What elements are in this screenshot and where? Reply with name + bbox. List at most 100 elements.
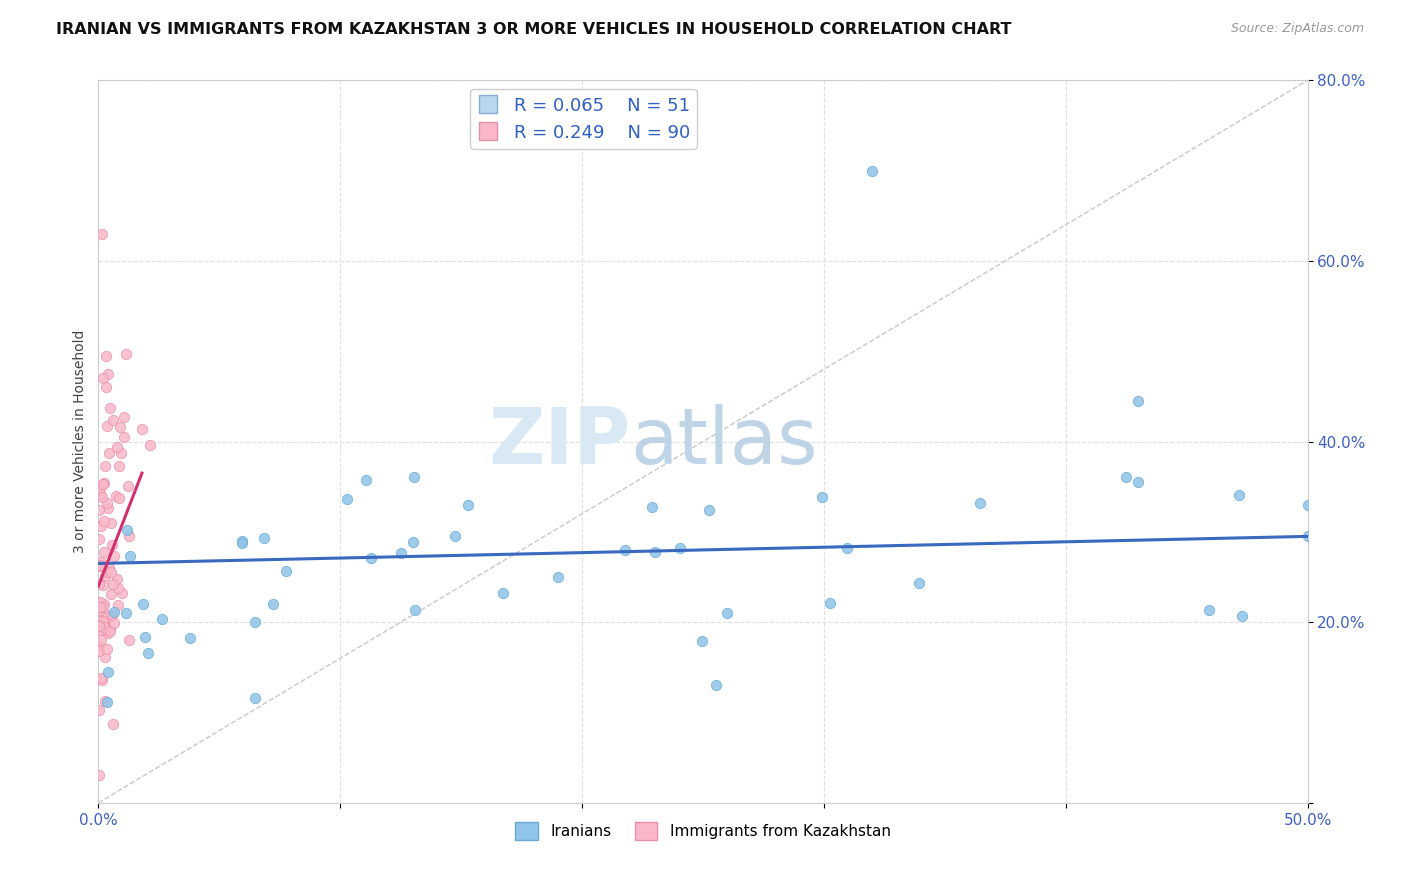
- Point: [641, 500, 664, 514]
- Y-axis label: 3 or more Vehicles in Household: 3 or more Vehicles in Household: [73, 330, 87, 553]
- Point: [91, 600, 114, 615]
- Point: [90, 672, 112, 686]
- Point: [94, 694, 117, 708]
- Point: [112, 430, 135, 444]
- Point: [94, 349, 117, 363]
- Point: [89, 488, 111, 502]
- Point: [105, 489, 128, 503]
- Point: [89, 558, 111, 573]
- Point: [93, 459, 115, 474]
- Point: [1230, 609, 1253, 624]
- Point: [404, 603, 426, 617]
- Point: [93, 544, 115, 558]
- Text: atlas: atlas: [630, 403, 818, 480]
- Point: [969, 496, 991, 510]
- Point: [96, 641, 118, 656]
- Point: [132, 598, 155, 612]
- Point: [697, 503, 720, 517]
- Point: [96, 695, 118, 709]
- Point: [690, 633, 713, 648]
- Point: [93, 514, 115, 528]
- Point: [90, 599, 112, 613]
- Point: [91, 478, 114, 492]
- Point: [118, 549, 141, 563]
- Point: [108, 459, 131, 474]
- Point: [90, 632, 112, 647]
- Point: [644, 544, 666, 558]
- Point: [101, 608, 124, 623]
- Point: [91, 490, 114, 504]
- Point: [98, 610, 121, 624]
- Point: [115, 347, 138, 361]
- Point: [1198, 603, 1220, 617]
- Point: [96, 419, 118, 434]
- Point: [110, 445, 132, 459]
- Point: [97, 561, 120, 575]
- Point: [98, 624, 121, 639]
- Point: [704, 678, 727, 692]
- Point: [107, 582, 129, 596]
- Point: [547, 570, 569, 584]
- Point: [89, 703, 111, 717]
- Point: [97, 665, 120, 680]
- Point: [91, 371, 114, 385]
- Point: [118, 528, 141, 542]
- Point: [179, 631, 201, 645]
- Point: [97, 367, 120, 381]
- Point: [94, 618, 117, 632]
- Point: [112, 409, 135, 424]
- Point: [115, 607, 138, 621]
- Point: [96, 496, 118, 510]
- Point: [908, 576, 931, 591]
- Point: [253, 531, 276, 545]
- Point: [89, 577, 111, 591]
- Point: [89, 619, 111, 633]
- Point: [1296, 529, 1319, 543]
- Point: [94, 650, 117, 665]
- Point: [103, 605, 125, 619]
- Point: [96, 566, 118, 580]
- Point: [1227, 488, 1250, 502]
- Point: [89, 558, 111, 572]
- Point: [820, 596, 842, 610]
- Point: [262, 597, 284, 611]
- Point: [101, 538, 124, 552]
- Point: [93, 476, 115, 491]
- Point: [110, 586, 132, 600]
- Point: [91, 227, 114, 241]
- Point: [91, 614, 114, 628]
- Point: [94, 569, 117, 583]
- Point: [100, 565, 122, 579]
- Point: [98, 446, 121, 460]
- Point: [90, 555, 112, 569]
- Point: [100, 586, 122, 600]
- Point: [89, 595, 111, 609]
- Text: Source: ZipAtlas.com: Source: ZipAtlas.com: [1230, 22, 1364, 36]
- Point: [811, 490, 834, 504]
- Point: [444, 529, 467, 543]
- Point: [457, 498, 479, 512]
- Point: [89, 639, 111, 653]
- Point: [491, 586, 513, 600]
- Point: [115, 523, 138, 537]
- Point: [356, 473, 378, 487]
- Point: [100, 516, 122, 530]
- Point: [89, 595, 111, 609]
- Point: [103, 413, 125, 427]
- Point: [89, 643, 111, 657]
- Legend: Iranians, Immigrants from Kazakhstan: Iranians, Immigrants from Kazakhstan: [509, 816, 897, 846]
- Point: [1128, 475, 1150, 490]
- Point: [276, 564, 298, 578]
- Point: [89, 604, 111, 618]
- Point: [103, 616, 125, 631]
- Point: [105, 572, 128, 586]
- Point: [101, 576, 124, 591]
- Point: [101, 716, 124, 731]
- Point: [668, 541, 690, 555]
- Point: [404, 470, 426, 484]
- Point: [93, 607, 115, 621]
- Point: [360, 551, 382, 566]
- Point: [97, 501, 120, 516]
- Point: [1115, 470, 1137, 484]
- Point: [89, 532, 111, 546]
